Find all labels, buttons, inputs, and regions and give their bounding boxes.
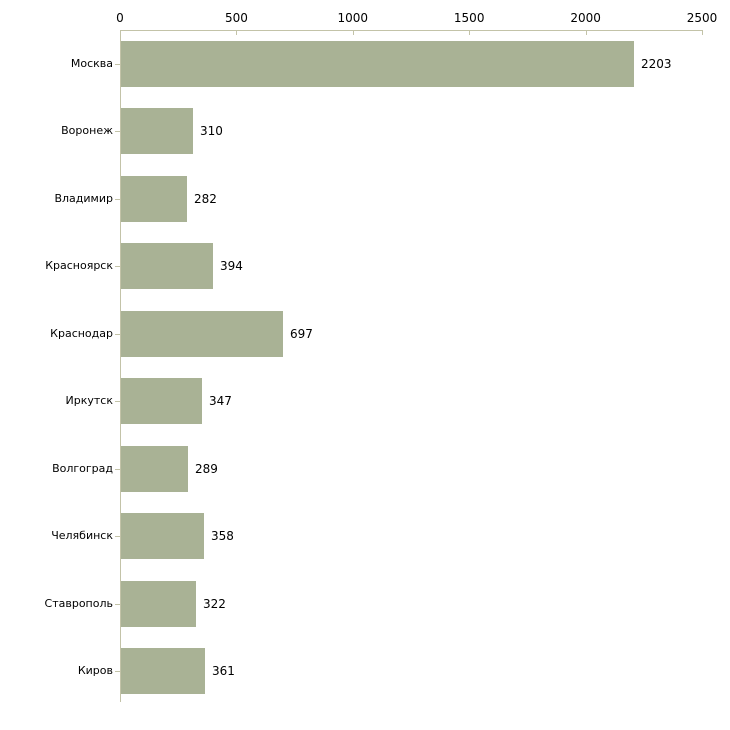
x-tick-mark: [236, 30, 238, 35]
category-label: Волгоград: [52, 461, 113, 475]
y-tick-mark: [115, 536, 120, 538]
category-label: Краснодар: [50, 326, 113, 340]
bar-value-label: 282: [194, 191, 217, 206]
bar-value-label: 697: [290, 326, 313, 341]
y-tick-mark: [115, 266, 120, 268]
bar: [121, 108, 193, 155]
y-tick-mark: [115, 198, 120, 200]
category-label: Красноярск: [45, 259, 113, 273]
x-tick-label: 500: [224, 11, 248, 25]
y-axis-line: [120, 30, 121, 702]
x-axis-line: [120, 30, 703, 31]
y-tick-mark: [115, 468, 120, 470]
x-tick-mark: [120, 30, 121, 35]
x-tick-mark: [702, 30, 703, 35]
bar: [121, 175, 187, 222]
bar: [121, 580, 196, 627]
x-tick-label: 1500: [453, 11, 485, 25]
x-tick-mark: [585, 30, 587, 35]
y-tick-mark: [115, 131, 120, 133]
y-tick-mark: [115, 603, 120, 605]
bar: [121, 310, 283, 357]
bar-value-label: 361: [212, 664, 235, 679]
y-tick-mark: [115, 671, 120, 673]
bar-value-label: 2203: [641, 56, 672, 71]
y-tick-mark: [115, 401, 120, 403]
bar-value-label: 358: [211, 529, 234, 544]
bar: [121, 40, 634, 87]
bar-value-label: 322: [203, 596, 226, 611]
bar: [121, 243, 213, 290]
x-tick-label: 1000: [337, 11, 369, 25]
bar-value-label: 347: [209, 394, 232, 409]
bar-value-label: 310: [200, 124, 223, 139]
bar-value-label: 394: [220, 259, 243, 274]
y-tick-mark: [115, 333, 120, 335]
category-label: Иркутск: [65, 394, 113, 408]
x-tick-label: 0: [116, 11, 124, 25]
bar-value-label: 289: [195, 461, 218, 476]
x-tick-mark: [469, 30, 471, 35]
bar: [121, 378, 202, 425]
bar: [121, 648, 205, 695]
category-label: Владимир: [54, 191, 113, 205]
category-label: Воронеж: [61, 124, 113, 138]
x-tick-mark: [352, 30, 354, 35]
category-label: Киров: [77, 664, 113, 678]
x-tick-label: 2500: [686, 11, 718, 25]
bar: [121, 445, 188, 492]
category-label: Челябинск: [51, 529, 113, 543]
bar: [121, 513, 204, 560]
category-label: Ставрополь: [44, 596, 113, 610]
category-label: Москва: [70, 56, 113, 70]
y-tick-mark: [115, 63, 120, 65]
x-tick-label: 2000: [570, 11, 601, 25]
